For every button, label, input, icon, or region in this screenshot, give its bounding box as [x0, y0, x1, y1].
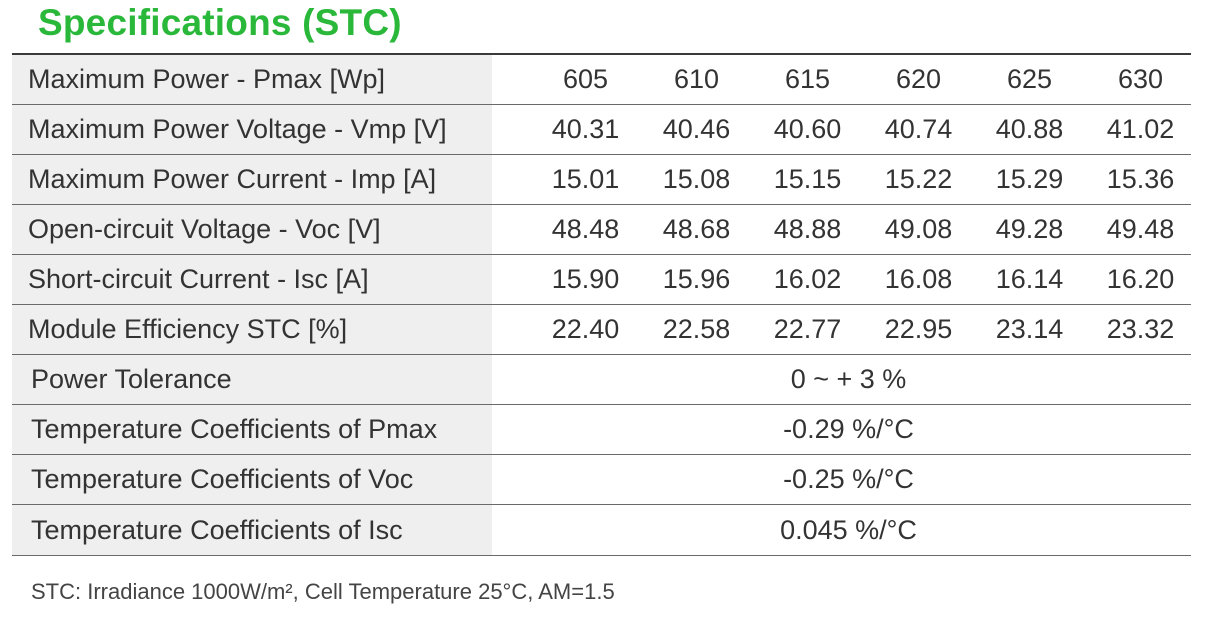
- table-cell: 22.58: [662, 314, 731, 344]
- table-cell: -0.29 %/°C: [783, 414, 914, 444]
- table-cell: 620: [895, 64, 942, 94]
- table-top-rule: [12, 53, 1191, 55]
- table-row-voc: Open-circuit Voltage - Voc [V] 48.48 48.…: [12, 205, 1191, 255]
- table-cell: 40.60: [773, 114, 842, 144]
- table-cell: 15.01: [551, 164, 620, 194]
- table-cell: 0.045 %/°C: [780, 514, 917, 545]
- table-row-temp-coeff-pmax: Temperature Coefficients of Pmax -0.29 %…: [12, 405, 1191, 455]
- row-label: Module Efficiency STC [%]: [12, 305, 492, 354]
- table-cell: 15.90: [551, 264, 620, 294]
- table-cell: 625: [1006, 64, 1053, 94]
- row-label: Open-circuit Voltage - Voc [V]: [12, 205, 492, 254]
- table-cell: 22.77: [773, 314, 842, 344]
- row-label: Maximum Power Current - Imp [A]: [12, 155, 492, 204]
- table-cell: 16.20: [1106, 264, 1175, 294]
- stc-footnote: STC: Irradiance 1000W/m², Cell Temperatu…: [31, 579, 615, 604]
- page-title: Specifications (STC): [38, 2, 402, 43]
- table-row-temp-coeff-isc: Temperature Coefficients of Isc 0.045 %/…: [12, 505, 1191, 556]
- table-cell: 605: [562, 64, 609, 94]
- table-cell: 40.31: [551, 114, 620, 144]
- table-cell: 610: [673, 64, 720, 94]
- table-cell: 15.36: [1106, 164, 1175, 194]
- table-row-vmp: Maximum Power Voltage - Vmp [V] 40.31 40…: [12, 105, 1191, 155]
- table-cell: 615: [784, 64, 831, 94]
- table-cell: 48.68: [662, 214, 731, 244]
- table-cell: 15.29: [995, 164, 1064, 194]
- table-cell: 15.08: [662, 164, 731, 194]
- row-label: Maximum Power - Pmax [Wp]: [12, 55, 492, 104]
- table-cell: 49.08: [884, 214, 953, 244]
- table-row-power-tolerance: Power Tolerance 0 ~ + 3 %: [12, 355, 1191, 405]
- table-cell: 22.95: [884, 314, 953, 344]
- table-cell: 48.48: [551, 214, 620, 244]
- table-cell: 23.32: [1106, 314, 1175, 344]
- table-cell: 16.08: [884, 264, 953, 294]
- table-cell: 15.96: [662, 264, 731, 294]
- row-label: Maximum Power Voltage - Vmp [V]: [12, 105, 492, 154]
- table-row-efficiency: Module Efficiency STC [%] 22.40 22.58 22…: [12, 305, 1191, 355]
- table-cell: -0.25 %/°C: [783, 464, 914, 494]
- table-cell: 23.14: [995, 314, 1064, 344]
- row-label: Temperature Coefficients of Voc: [12, 455, 492, 504]
- table-cell: 16.02: [773, 264, 842, 294]
- table-cell: 41.02: [1106, 114, 1175, 144]
- row-label: Short-circuit Current - Isc [A]: [12, 255, 492, 304]
- table-cell: 40.74: [884, 114, 953, 144]
- table-row-isc: Short-circuit Current - Isc [A] 15.90 15…: [12, 255, 1191, 305]
- table-cell: 15.22: [884, 164, 953, 194]
- table-cell: 40.88: [995, 114, 1064, 144]
- table-cell: 48.88: [773, 214, 842, 244]
- table-cell: 22.40: [551, 314, 620, 344]
- table-cell: 49.48: [1106, 214, 1175, 244]
- row-label: Power Tolerance: [12, 355, 492, 404]
- table-row-imp: Maximum Power Current - Imp [A] 15.01 15…: [12, 155, 1191, 205]
- table-cell: 49.28: [995, 214, 1064, 244]
- table-row-pmax: Maximum Power - Pmax [Wp] 605 610 615 62…: [12, 55, 1191, 105]
- table-cell: 630: [1117, 64, 1164, 94]
- row-label: Temperature Coefficients of Pmax: [12, 405, 492, 454]
- row-label: Temperature Coefficients of Isc: [12, 505, 492, 555]
- table-row-temp-coeff-voc: Temperature Coefficients of Voc -0.25 %/…: [12, 455, 1191, 505]
- table-cell: 40.46: [662, 114, 731, 144]
- table-cell: 16.14: [995, 264, 1064, 294]
- specifications-table: Maximum Power - Pmax [Wp] 605 610 615 62…: [12, 53, 1191, 556]
- table-cell: 0 ~ + 3 %: [790, 364, 907, 394]
- table-cell: 15.15: [773, 164, 842, 194]
